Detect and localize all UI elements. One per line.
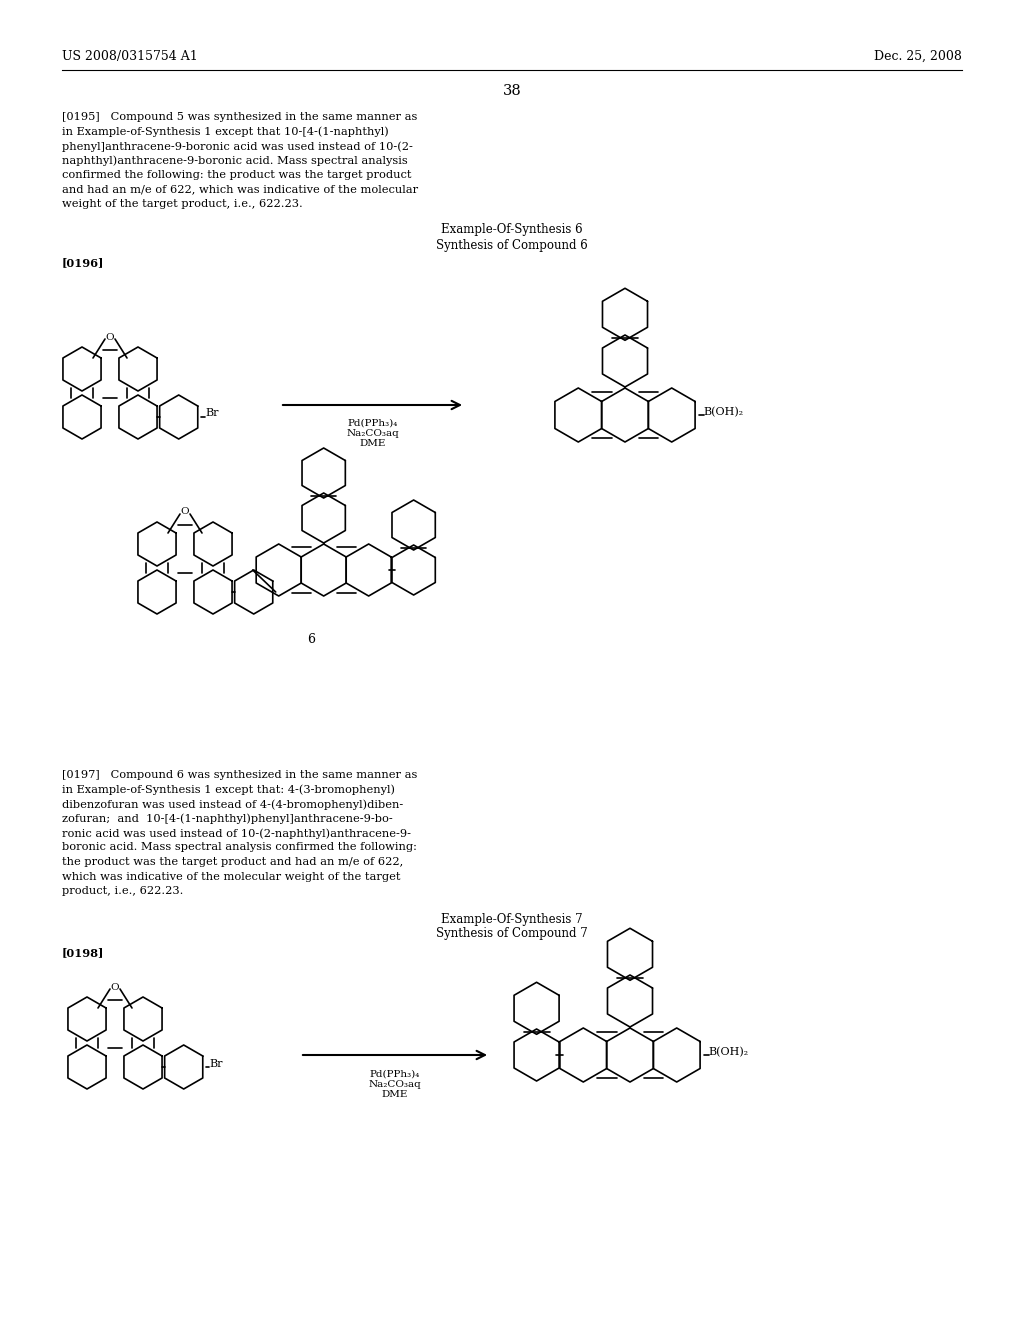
Text: Na₂CO₃aq: Na₂CO₃aq (346, 429, 399, 438)
Text: [0197]   Compound 6 was synthesized in the same manner as: [0197] Compound 6 was synthesized in the… (62, 770, 418, 780)
Text: naphthyl)anthracene-9-boronic acid. Mass spectral analysis: naphthyl)anthracene-9-boronic acid. Mass… (62, 156, 408, 166)
Text: B(OH)₂: B(OH)₂ (703, 407, 743, 417)
Text: in Example-of-Synthesis 1 except that 10-[4-(1-naphthyl): in Example-of-Synthesis 1 except that 10… (62, 127, 389, 137)
Text: phenyl]anthracene-9-boronic acid was used instead of 10-(2-: phenyl]anthracene-9-boronic acid was use… (62, 141, 413, 152)
Text: [0198]: [0198] (62, 948, 104, 958)
Text: Br: Br (206, 408, 219, 418)
Text: Dec. 25, 2008: Dec. 25, 2008 (874, 50, 962, 63)
Text: in Example-of-Synthesis 1 except that: 4-(3-bromophenyl): in Example-of-Synthesis 1 except that: 4… (62, 784, 395, 795)
Text: 6: 6 (306, 634, 314, 645)
Text: which was indicative of the molecular weight of the target: which was indicative of the molecular we… (62, 871, 400, 882)
Text: the product was the target product and had an m/e of 622,: the product was the target product and h… (62, 857, 403, 867)
Text: weight of the target product, i.e., 622.23.: weight of the target product, i.e., 622.… (62, 199, 303, 209)
Text: Na₂CO₃aq: Na₂CO₃aq (369, 1080, 421, 1089)
Text: Example-Of-Synthesis 7: Example-Of-Synthesis 7 (441, 912, 583, 925)
Text: DME: DME (359, 440, 386, 447)
Text: DME: DME (382, 1090, 409, 1100)
Text: US 2008/0315754 A1: US 2008/0315754 A1 (62, 50, 198, 63)
Text: Synthesis of Compound 7: Synthesis of Compound 7 (436, 928, 588, 940)
Text: [0196]: [0196] (62, 257, 104, 268)
Text: Example-Of-Synthesis 6: Example-Of-Synthesis 6 (441, 223, 583, 236)
Text: dibenzofuran was used instead of 4-(4-bromophenyl)diben-: dibenzofuran was used instead of 4-(4-br… (62, 799, 403, 809)
Text: 38: 38 (503, 84, 521, 98)
Text: O: O (111, 982, 120, 991)
Text: confirmed the following: the product was the target product: confirmed the following: the product was… (62, 170, 412, 180)
Text: Synthesis of Compound 6: Synthesis of Compound 6 (436, 239, 588, 252)
Text: [0195]   Compound 5 was synthesized in the same manner as: [0195] Compound 5 was synthesized in the… (62, 112, 418, 121)
Text: zofuran;  and  10-[4-(1-naphthyl)phenyl]anthracene-9-bo-: zofuran; and 10-[4-(1-naphthyl)phenyl]an… (62, 813, 393, 824)
Text: and had an m/e of 622, which was indicative of the molecular: and had an m/e of 622, which was indicat… (62, 185, 418, 194)
Text: Br: Br (210, 1059, 223, 1069)
Text: Pd(PPh₃)₄: Pd(PPh₃)₄ (347, 418, 397, 428)
Text: Pd(PPh₃)₄: Pd(PPh₃)₄ (370, 1071, 420, 1078)
Text: O: O (105, 333, 115, 342)
Text: B(OH)₂: B(OH)₂ (709, 1047, 749, 1057)
Text: O: O (180, 507, 189, 516)
Text: boronic acid. Mass spectral analysis confirmed the following:: boronic acid. Mass spectral analysis con… (62, 842, 417, 853)
Text: ronic acid was used instead of 10-(2-naphthyl)anthracene-9-: ronic acid was used instead of 10-(2-nap… (62, 828, 411, 838)
Text: product, i.e., 622.23.: product, i.e., 622.23. (62, 886, 183, 896)
